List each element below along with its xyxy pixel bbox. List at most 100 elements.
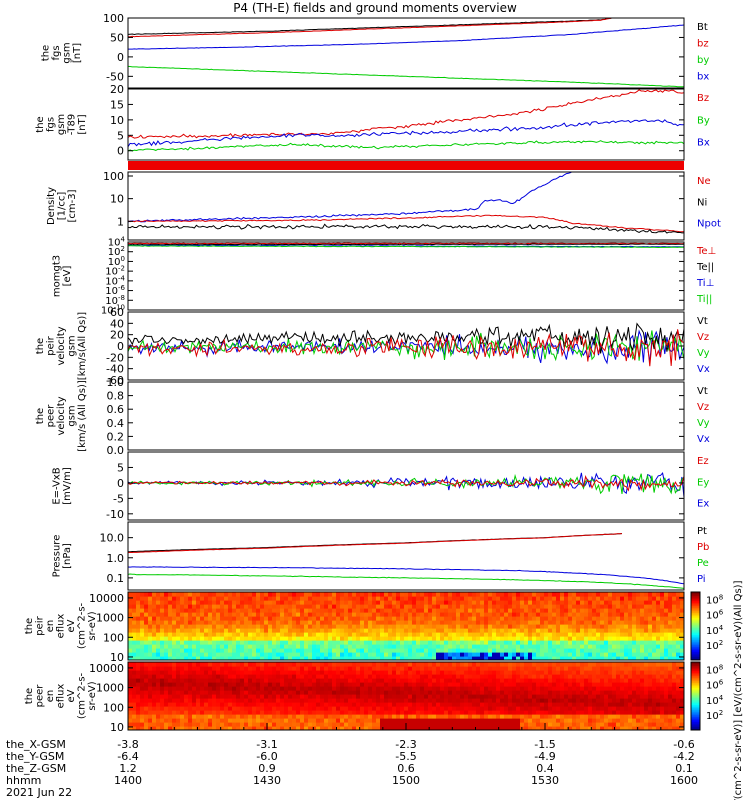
spectrogram-cell xyxy=(508,670,513,675)
spectrogram-cell xyxy=(484,694,489,699)
spectrogram-cell xyxy=(208,678,213,683)
spectrogram-cell xyxy=(264,656,269,660)
spectrogram-cell xyxy=(380,714,385,719)
spectrogram-cell xyxy=(344,636,349,641)
spectrogram-cell xyxy=(568,698,573,703)
spectrogram-cell xyxy=(280,722,285,727)
spectrogram-cell xyxy=(388,682,393,687)
spectrogram-cell xyxy=(256,624,261,629)
spectrogram-cell xyxy=(284,644,289,649)
spectrogram-cell xyxy=(464,722,469,727)
spectrogram-cell xyxy=(508,596,513,601)
spectrogram-cell xyxy=(588,686,593,691)
spectrogram-cell xyxy=(220,596,225,601)
spectrogram-cell xyxy=(452,702,457,707)
spectrogram-cell xyxy=(480,682,485,687)
spectrogram-cell xyxy=(560,632,565,637)
spectrogram-cell xyxy=(344,710,349,715)
spectrogram-cell xyxy=(520,710,525,715)
spectrogram-cell xyxy=(280,674,285,679)
spectrogram-cell xyxy=(292,726,297,730)
spectrogram-cell xyxy=(256,714,261,719)
spectrogram-cell xyxy=(664,604,669,609)
spectrogram-cell xyxy=(412,616,417,621)
spectrogram-cell xyxy=(224,662,229,667)
spectrogram-cell xyxy=(204,682,209,687)
spectrogram-cell xyxy=(192,714,197,719)
spectrogram-cell xyxy=(288,662,293,667)
spectrogram-cell xyxy=(480,706,485,711)
spectrogram-cell xyxy=(272,702,277,707)
spectrogram-cell xyxy=(520,652,525,657)
spectrogram-cell xyxy=(584,678,589,683)
spectrogram-cell xyxy=(440,636,445,641)
spectrogram-cell xyxy=(636,698,641,703)
spectrogram-cell xyxy=(340,652,345,657)
spectrogram-cell xyxy=(192,682,197,687)
spectrogram-cell xyxy=(260,694,265,699)
spectrogram-cell xyxy=(200,632,205,637)
spectrogram-cell xyxy=(620,616,625,621)
y-tick-label: 10000 xyxy=(89,592,124,605)
spectrogram-cell xyxy=(272,706,277,711)
spectrogram-cell xyxy=(276,612,281,617)
spectrogram-cell xyxy=(432,710,437,715)
series-line-Pe xyxy=(128,573,684,589)
spectrogram-cell xyxy=(560,604,565,609)
spectrogram-cell xyxy=(364,666,369,671)
spectrogram-cell xyxy=(656,608,661,613)
spectrogram-cell xyxy=(588,674,593,679)
spectrogram-cell xyxy=(292,682,297,687)
spectrogram-cell xyxy=(360,662,365,667)
spectrogram-cell xyxy=(436,616,441,621)
spectrogram-cell xyxy=(332,616,337,621)
spectrogram-cell xyxy=(472,632,477,637)
spectrogram-cell xyxy=(656,662,661,667)
spectrogram-cell xyxy=(308,698,313,703)
spectrogram-cell xyxy=(272,666,277,671)
spectrogram-cell xyxy=(544,674,549,679)
colorbar-cell xyxy=(691,636,700,639)
spectrogram-cell xyxy=(488,662,493,667)
spectrogram-cell xyxy=(528,710,533,715)
spectrogram-cell xyxy=(256,686,261,691)
colorbar-cell xyxy=(691,627,700,630)
spectrogram-cell xyxy=(340,694,345,699)
spectrogram-cell xyxy=(620,662,625,667)
spectrogram-cell xyxy=(192,640,197,645)
spectrogram-cell xyxy=(204,674,209,679)
spectrogram-cell xyxy=(348,674,353,679)
spectrogram-cell xyxy=(524,656,529,660)
spectrogram-cell xyxy=(472,616,477,621)
spectrogram-cell xyxy=(564,694,569,699)
spectrogram-cell xyxy=(412,652,417,657)
spectrogram-cell xyxy=(276,682,281,687)
spectrogram-cell xyxy=(356,662,361,667)
spectrogram-cell xyxy=(588,620,593,625)
spectrogram-cell xyxy=(488,628,493,633)
spectrogram-cell xyxy=(360,620,365,625)
spectrogram-cell xyxy=(180,612,185,617)
spectrogram-cell xyxy=(136,632,141,637)
spectrogram-cell xyxy=(132,682,137,687)
spectrogram-cell xyxy=(456,718,461,723)
spectrogram-cell xyxy=(620,656,625,660)
spectrogram-cell xyxy=(548,690,553,695)
spectrogram-cell xyxy=(304,702,309,707)
colorbar-cell xyxy=(691,649,700,652)
colorbar-cell xyxy=(691,643,700,646)
spectrogram-cell xyxy=(412,698,417,703)
spectrogram-cell xyxy=(320,722,325,727)
spectrogram-cell xyxy=(580,698,585,703)
spectrogram-cell xyxy=(344,702,349,707)
spectrogram-cell xyxy=(176,640,181,645)
spectrogram-cell xyxy=(452,706,457,711)
y-tick-label: 10 xyxy=(110,114,124,127)
spectrogram-cell xyxy=(220,718,225,723)
spectrogram-cell xyxy=(184,624,189,629)
spectrogram-cell xyxy=(256,652,261,657)
spectrogram-cell xyxy=(296,714,301,719)
spectrogram-cell xyxy=(432,648,437,653)
spectrogram-cell xyxy=(140,682,145,687)
spectrogram-cell xyxy=(552,632,557,637)
